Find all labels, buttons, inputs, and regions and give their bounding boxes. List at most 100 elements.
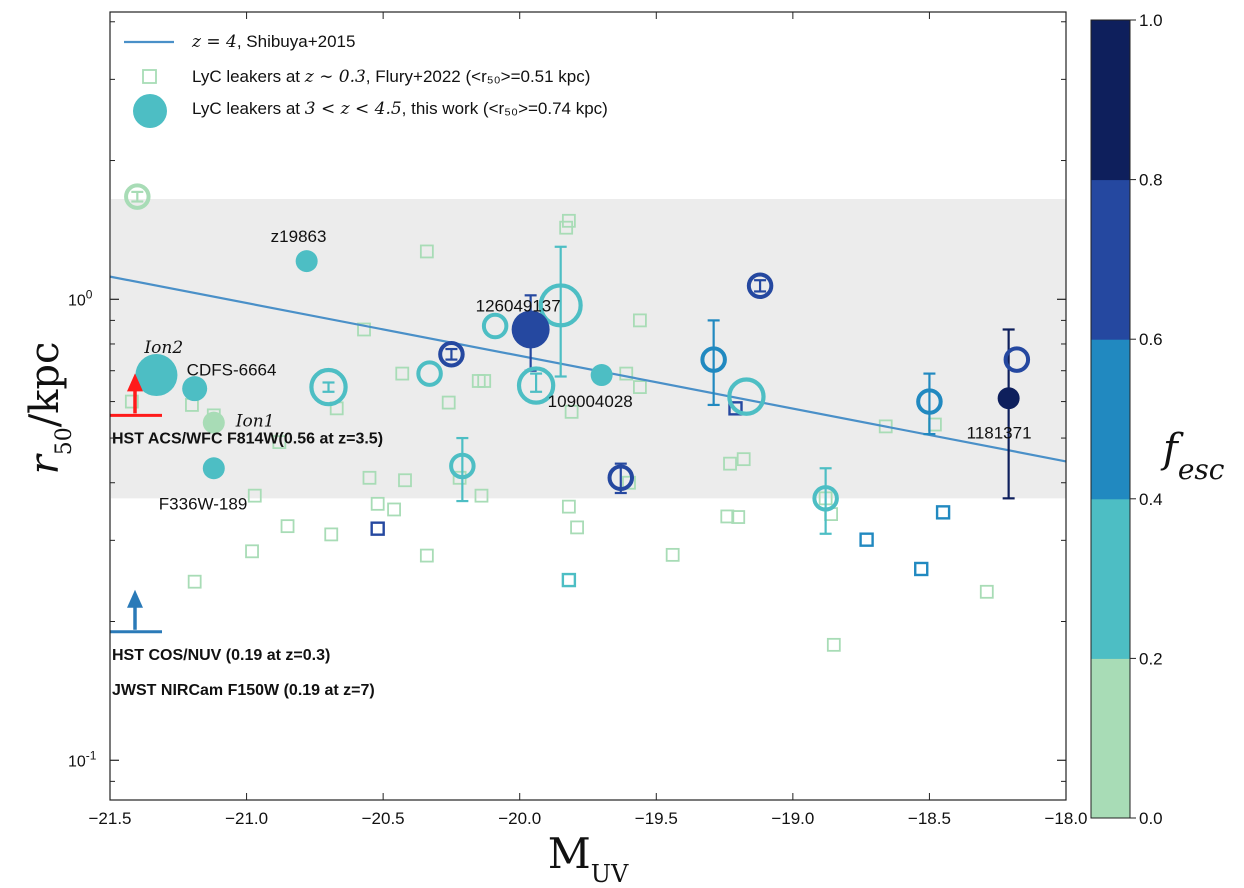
- ring-marker: [812, 485, 839, 512]
- flury-square-marker: [370, 521, 385, 536]
- flury-square-marker: [357, 322, 371, 337]
- ring-marker: [538, 283, 583, 328]
- axis-labels: MUV r50/kpc: [22, 342, 629, 888]
- ring-marker: [449, 452, 476, 480]
- colorbar-segment: [1091, 20, 1130, 181]
- colorbar-label: fesc: [1160, 426, 1225, 486]
- ring-marker: [438, 340, 465, 368]
- filled-circle-marker: [182, 376, 208, 402]
- colorbar-tick-label: 0.4: [1139, 490, 1163, 509]
- flury-square-marker: [731, 510, 746, 524]
- point-label: 126049137: [476, 296, 561, 315]
- flury-square-marker: [561, 213, 576, 228]
- flury-square-marker: [370, 496, 385, 511]
- legend: z = 4, Shibuya+2015 LyC leakers at z ∼ 0.…: [124, 32, 608, 128]
- filled-circle-marker: [590, 364, 613, 387]
- y-tick-label: 100: [68, 287, 93, 309]
- ring-marker: [727, 377, 766, 416]
- flury-square-marker: [935, 505, 951, 520]
- flury-square-marker: [387, 502, 401, 517]
- limit-label: HST COS/NUV (0.19 at z=0.3): [112, 647, 330, 664]
- resolution-band: [111, 199, 1066, 499]
- flury-square-marker: [728, 401, 743, 416]
- flury-square-marker: [570, 520, 584, 535]
- x-tick-label: −20.5: [362, 809, 405, 828]
- filled-circle-marker: [202, 411, 225, 434]
- colorbar-tick-label: 0.0: [1139, 809, 1163, 828]
- x-tick-label: −18.0: [1044, 809, 1087, 828]
- flury-square-marker: [561, 499, 576, 514]
- x-tick-label: −20.0: [498, 809, 541, 828]
- flury-square-marker: [272, 435, 287, 450]
- flury-square-marker: [632, 380, 647, 394]
- filled-circle-marker: [511, 310, 550, 349]
- flury-square-marker: [245, 544, 259, 559]
- colorbar-tick-label: 1.0: [1139, 11, 1163, 30]
- flury-square-marker: [720, 509, 735, 524]
- flury-square-marker: [398, 473, 412, 488]
- point-label: Ion2: [143, 338, 183, 358]
- legend-entry-label: z = 4, Shibuya+2015: [191, 32, 355, 52]
- x-tick-label: −21.0: [225, 809, 268, 828]
- filled-circle-marker: [997, 387, 1020, 410]
- ring-marker: [516, 366, 556, 405]
- flury-square-marker: [477, 374, 492, 388]
- point-label: z19863: [271, 227, 327, 246]
- y-tick-label: 10-1: [68, 748, 97, 770]
- resolution-limits: HST ACS/WFC F814W(0.56 at z=3.5) HST COS/…: [110, 373, 383, 699]
- flury-square-marker: [914, 561, 929, 577]
- legend-entry-label: LyC leakers at z ∼ 0.3, Flury+2022 (<r₅₀…: [192, 67, 590, 87]
- colorbar-segment: [1091, 179, 1130, 340]
- x-tick-label: −21.5: [88, 809, 131, 828]
- flury-square-marker: [395, 366, 410, 381]
- x-tick-label: −19.0: [771, 809, 814, 828]
- y-axis-label: r50/kpc: [22, 342, 77, 475]
- flury-square-marker: [280, 519, 295, 534]
- flury-square-marker: [564, 404, 579, 419]
- axis-ticks: −21.5 −21.0 −20.5 −20.0 −19.5 −19.0 −18.5 −18.0…: [68, 12, 1088, 828]
- point-label: F336W-189: [159, 494, 248, 513]
- ring-marker: [416, 360, 443, 387]
- colorbar-segment: [1091, 339, 1130, 500]
- flury-square-marker: [979, 584, 994, 599]
- legend-square-swatch: [142, 69, 157, 84]
- colorbar-segment: [1091, 658, 1130, 819]
- flury-square-marker: [859, 532, 874, 547]
- legend-entry-label: LyC leakers at 3 < z < 4.5, this work (<…: [192, 99, 608, 119]
- x-tick-label: −18.5: [908, 809, 951, 828]
- flury-square-marker: [665, 547, 680, 562]
- ring-marker: [1003, 346, 1031, 373]
- ring-marker: [607, 464, 635, 492]
- filled-circle-marker: [202, 457, 225, 480]
- filled-circle-marker: [135, 354, 178, 397]
- ring-marker: [124, 183, 151, 210]
- point-label: CDFS-6664: [187, 361, 277, 380]
- ring-marker: [916, 388, 943, 415]
- flury-square-marker: [419, 244, 434, 259]
- this-work-filled-markers: [135, 250, 1020, 480]
- flury-square-marker: [187, 574, 202, 589]
- flury-square-marker: [826, 637, 841, 652]
- colorbar-tick-label: 0.8: [1139, 171, 1163, 190]
- colorbar-frame: [1090, 19, 1131, 819]
- flury-square-marker: [632, 313, 647, 328]
- plot-frame: [109, 11, 1067, 801]
- point-label: 109004028: [548, 392, 633, 411]
- ring-marker: [309, 367, 348, 407]
- colorbar-tick-label: 0.2: [1139, 649, 1163, 668]
- flury-square-marker: [561, 572, 577, 588]
- flury-square-marker: [324, 527, 339, 542]
- flury-square-marker: [124, 394, 139, 409]
- flury-square-marker: [723, 456, 737, 471]
- limit-label: JWST NIRCam F150W (0.19 at z=7): [112, 682, 375, 699]
- flury-square-marker: [441, 395, 456, 410]
- this-work-ring-markers: [124, 183, 1031, 512]
- colorbar: 0.0 0.2 0.4 0.6 0.8 1.0 fesc: [1090, 11, 1225, 828]
- flury-square-marker: [247, 488, 262, 503]
- point-label: 1181371: [967, 423, 1032, 442]
- flury-square-marker: [622, 475, 636, 490]
- limit-label: HST ACS/WFC F814W(0.56 at z=3.5): [112, 430, 383, 447]
- limit-arrow-head: [127, 589, 143, 608]
